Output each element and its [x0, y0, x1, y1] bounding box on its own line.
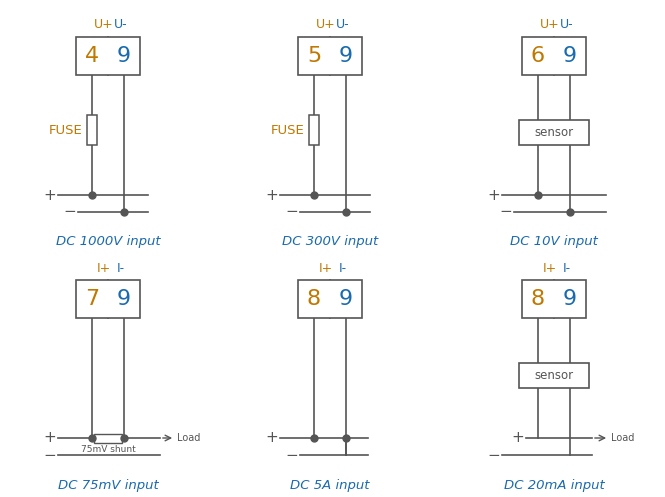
Text: −: − — [487, 447, 500, 463]
Text: DC 1000V input: DC 1000V input — [56, 236, 160, 248]
Bar — [519, 363, 589, 388]
Text: 7: 7 — [85, 289, 99, 309]
Text: 75mV shunt: 75mV shunt — [80, 445, 136, 454]
Text: DC 20mA input: DC 20mA input — [503, 479, 604, 492]
Text: DC 300V input: DC 300V input — [282, 236, 378, 248]
Text: −: − — [285, 204, 298, 220]
Text: U-: U- — [114, 18, 128, 31]
Text: −: − — [43, 447, 56, 463]
Text: +: + — [43, 187, 56, 202]
Text: 6: 6 — [531, 46, 545, 66]
Text: 9: 9 — [339, 289, 353, 309]
Text: I-: I- — [339, 261, 347, 274]
Bar — [298, 280, 362, 318]
Text: 9: 9 — [563, 289, 577, 309]
Bar — [94, 433, 122, 442]
Text: 8: 8 — [531, 289, 545, 309]
Bar — [298, 37, 362, 75]
Text: I-: I- — [563, 261, 571, 274]
Text: I+: I+ — [97, 261, 111, 274]
Text: DC 10V input: DC 10V input — [510, 236, 598, 248]
Text: DC 5A input: DC 5A input — [290, 479, 370, 492]
Text: sensor: sensor — [535, 126, 573, 139]
Bar — [309, 115, 319, 145]
Text: 9: 9 — [117, 46, 131, 66]
Text: +: + — [511, 430, 524, 445]
Text: 4: 4 — [85, 46, 99, 66]
Text: I+: I+ — [543, 261, 557, 274]
Text: 5: 5 — [307, 46, 321, 66]
Text: +: + — [487, 187, 500, 202]
Text: 9: 9 — [117, 289, 131, 309]
Text: 9: 9 — [563, 46, 577, 66]
Text: sensor: sensor — [535, 369, 573, 382]
Text: +: + — [265, 430, 278, 445]
Bar — [76, 280, 140, 318]
Text: U-: U- — [560, 18, 574, 31]
Text: 8: 8 — [307, 289, 321, 309]
Text: +: + — [43, 430, 56, 445]
Text: I-: I- — [117, 261, 125, 274]
Text: +: + — [265, 187, 278, 202]
Text: −: − — [63, 204, 76, 220]
Text: Load: Load — [611, 433, 634, 443]
Text: DC 75mV input: DC 75mV input — [58, 479, 158, 492]
Text: −: − — [285, 447, 298, 463]
Text: U+: U+ — [316, 18, 336, 31]
Text: U-: U- — [336, 18, 350, 31]
Bar — [519, 120, 589, 145]
Text: FUSE: FUSE — [49, 123, 83, 137]
Text: −: − — [499, 204, 512, 220]
Text: U+: U+ — [540, 18, 560, 31]
Text: 9: 9 — [339, 46, 353, 66]
Bar — [87, 115, 97, 145]
Bar — [522, 37, 586, 75]
Text: U+: U+ — [94, 18, 114, 31]
Text: I+: I+ — [319, 261, 333, 274]
Bar — [522, 280, 586, 318]
Bar — [76, 37, 140, 75]
Text: Load: Load — [177, 433, 200, 443]
Text: FUSE: FUSE — [271, 123, 305, 137]
